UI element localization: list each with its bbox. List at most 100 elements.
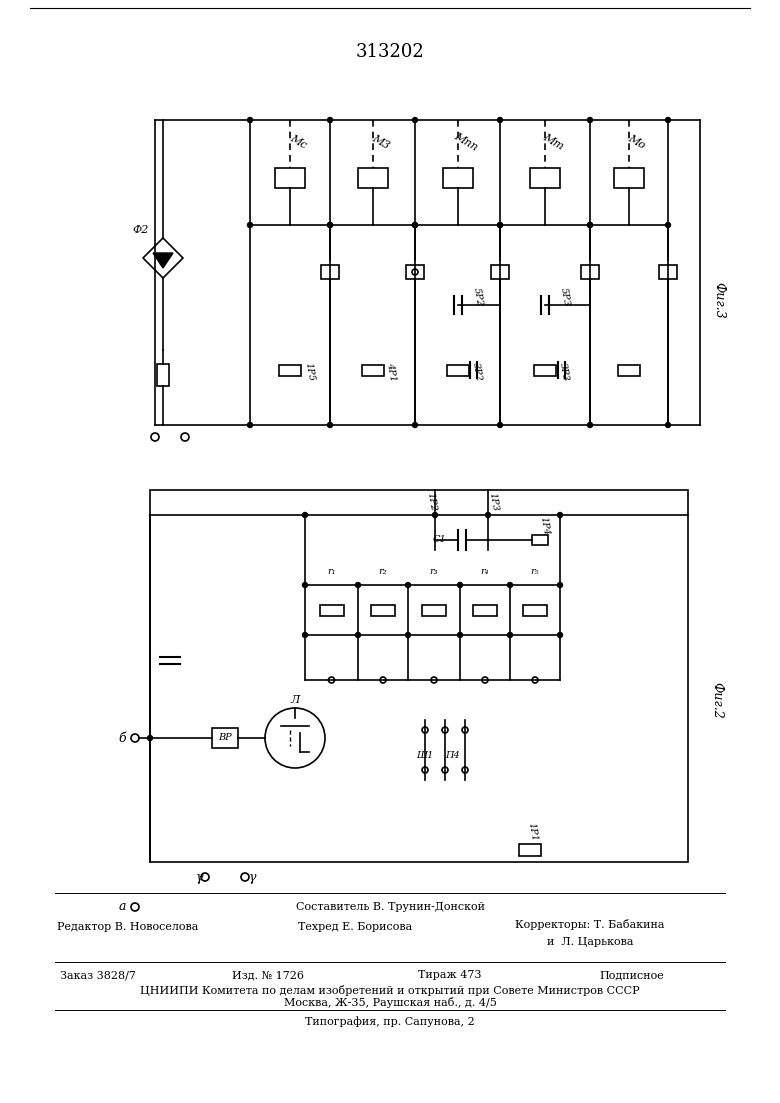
Circle shape: [303, 632, 307, 638]
Text: а: а: [119, 900, 126, 913]
Bar: [275, 168, 305, 188]
Circle shape: [328, 118, 332, 122]
Circle shape: [356, 632, 360, 638]
Text: 1Р2: 1Р2: [425, 492, 437, 512]
Circle shape: [328, 422, 332, 428]
Circle shape: [413, 118, 417, 122]
Circle shape: [587, 118, 593, 122]
Bar: [212, 728, 238, 748]
Text: r₄: r₄: [480, 568, 489, 577]
Text: 313202: 313202: [356, 43, 424, 61]
Text: Типография, пр. Сапунова, 2: Типография, пр. Сапунова, 2: [305, 1017, 475, 1027]
Text: 5Р3: 5Р3: [559, 287, 571, 307]
Circle shape: [265, 708, 325, 768]
Text: Тираж 473: Тираж 473: [418, 970, 482, 979]
Text: ВР: ВР: [218, 733, 232, 742]
Text: γ: γ: [197, 870, 204, 884]
Text: Л: Л: [290, 695, 300, 705]
Circle shape: [508, 632, 512, 638]
Circle shape: [328, 223, 332, 227]
Bar: [279, 364, 301, 375]
Circle shape: [413, 223, 417, 227]
Text: и  Л. Царькова: и Л. Царькова: [547, 938, 633, 947]
Text: Редактор В. Новоселова: Редактор В. Новоселова: [57, 922, 199, 932]
Circle shape: [587, 223, 593, 227]
Circle shape: [665, 223, 671, 227]
Bar: [581, 265, 599, 279]
Text: Ш1: Ш1: [417, 750, 434, 760]
Circle shape: [328, 223, 332, 227]
Circle shape: [498, 422, 502, 428]
Text: 5Р2: 5Р2: [471, 287, 484, 307]
Text: М3: М3: [370, 133, 391, 151]
Bar: [618, 364, 640, 375]
Circle shape: [147, 736, 153, 740]
Text: r₃: r₃: [430, 568, 438, 577]
Bar: [614, 168, 644, 188]
Text: б: б: [119, 731, 126, 745]
Text: Москва, Ж-35, Раушская наб., д. 4/5: Москва, Ж-35, Раушская наб., д. 4/5: [284, 996, 496, 1007]
Bar: [446, 364, 469, 375]
Circle shape: [587, 223, 593, 227]
Text: П4: П4: [445, 750, 460, 760]
Text: Техред Е. Борисова: Техред Е. Борисова: [298, 922, 412, 932]
Text: Мт: Мт: [541, 132, 565, 152]
Text: Корректоры: Т. Бабакина: Корректоры: Т. Бабакина: [516, 920, 665, 931]
Bar: [442, 168, 473, 188]
Circle shape: [413, 422, 417, 428]
Circle shape: [413, 223, 417, 227]
Text: 4Р1: 4Р1: [385, 362, 398, 382]
Text: Мпп: Мпп: [452, 131, 479, 152]
Bar: [357, 168, 388, 188]
Bar: [157, 364, 169, 386]
Text: С1: С1: [433, 535, 446, 545]
Text: γ: γ: [250, 870, 257, 884]
Bar: [534, 364, 556, 375]
Circle shape: [458, 632, 463, 638]
Circle shape: [406, 632, 410, 638]
Circle shape: [587, 422, 593, 428]
Text: Подписное: Подписное: [600, 970, 665, 979]
Text: Заказ 3828/7: Заказ 3828/7: [60, 970, 136, 979]
Text: 1Р4: 1Р4: [538, 516, 550, 536]
Bar: [532, 535, 548, 545]
Text: Изд. № 1726: Изд. № 1726: [232, 970, 304, 979]
Bar: [320, 604, 343, 615]
Circle shape: [247, 118, 253, 122]
Circle shape: [558, 513, 562, 517]
Circle shape: [458, 582, 463, 588]
Bar: [519, 844, 541, 856]
Bar: [523, 604, 547, 615]
Text: r₅: r₅: [530, 568, 539, 577]
Text: Мо: Мо: [626, 133, 647, 151]
Circle shape: [247, 422, 253, 428]
Bar: [530, 168, 560, 188]
Bar: [422, 604, 446, 615]
Text: 1Р1: 1Р1: [526, 822, 538, 842]
Text: ЦНИИПИ Комитета по делам изобретений и открытий при Совете Министров СССР: ЦНИИПИ Комитета по делам изобретений и о…: [140, 985, 640, 996]
Circle shape: [665, 118, 671, 122]
Circle shape: [498, 223, 502, 227]
Bar: [321, 265, 339, 279]
Bar: [491, 265, 509, 279]
Circle shape: [303, 582, 307, 588]
Bar: [361, 364, 384, 375]
Polygon shape: [153, 253, 173, 268]
Text: r₂: r₂: [379, 568, 387, 577]
Circle shape: [303, 513, 307, 517]
Text: 3Р2: 3Р2: [470, 362, 483, 382]
Text: 1Р3: 1Р3: [487, 492, 499, 512]
Circle shape: [498, 118, 502, 122]
Text: Фиг.3: Фиг.3: [712, 281, 725, 319]
Circle shape: [665, 422, 671, 428]
Circle shape: [485, 513, 491, 517]
Bar: [150, 490, 688, 863]
Text: Ф2: Ф2: [133, 225, 149, 235]
Text: 1Р5: 1Р5: [303, 362, 315, 382]
Bar: [473, 604, 497, 615]
Bar: [371, 604, 395, 615]
Text: Составитель В. Трунин-Донской: Составитель В. Трунин-Донской: [296, 902, 484, 912]
Bar: [659, 265, 677, 279]
Circle shape: [558, 632, 562, 638]
Circle shape: [558, 582, 562, 588]
